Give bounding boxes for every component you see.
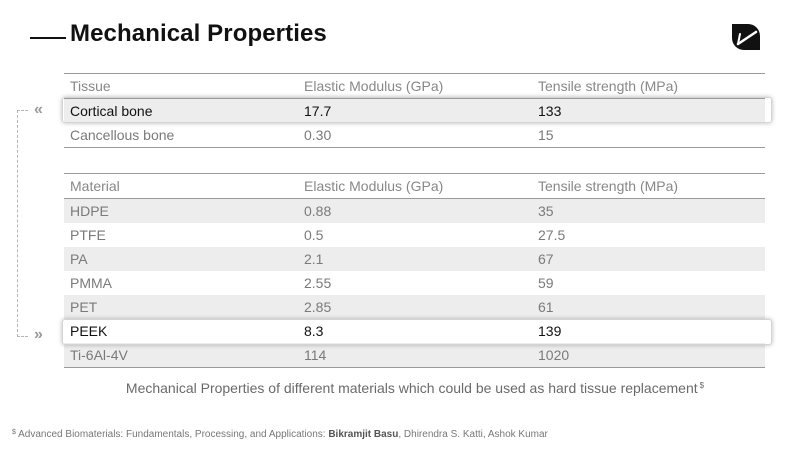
caption-footnote-mark: $: [699, 381, 705, 390]
table-caption: Mechanical Properties of different mater…: [0, 380, 800, 396]
table-cell: 67: [538, 251, 554, 267]
table-cell: 0.88: [304, 203, 332, 219]
table-cell: Cortical bone: [70, 103, 153, 119]
table-cell: 27.5: [538, 227, 566, 243]
chevron-left-icon: «: [34, 101, 43, 118]
table-cell: Ti-6Al-4V: [70, 347, 128, 363]
table-row: Cancellous bone 0.30 15: [64, 123, 765, 148]
table-cell: 114: [304, 347, 327, 363]
footnote-source: Advanced Biomaterials: Fundamentals, Pro…: [18, 429, 326, 440]
table-row: Ti-6Al-4V 114 1020: [64, 343, 765, 368]
table-cell: PA: [70, 251, 88, 267]
table-row-cortical-bone: Cortical bone 17.7 133: [64, 98, 765, 123]
table-row: HDPE 0.88 35: [64, 198, 765, 223]
column-header: Tensile strength (MPa): [538, 178, 679, 194]
table-cell: HDPE: [70, 203, 109, 219]
table-row: PMMA 2.55 59: [64, 271, 765, 295]
table-cell: 35: [538, 203, 554, 219]
table-cell: 1020: [538, 347, 570, 363]
table-cell: 139: [538, 323, 562, 339]
column-header: Tensile strength (MPa): [538, 78, 679, 94]
column-header: Material: [70, 178, 120, 194]
dashed-connector: [17, 110, 28, 337]
footnote-author-bold: Bikramjit Basu: [328, 429, 399, 440]
table-row-peek: PEEK 8.3 139: [64, 319, 765, 343]
table-cell: 2.1: [304, 251, 324, 267]
table-cell: 2.85: [304, 299, 332, 315]
table-cell: PTFE: [70, 227, 106, 243]
table-cell: 0.5: [304, 227, 324, 243]
chevron-right-icon: »: [34, 326, 43, 343]
table-cell: 2.55: [304, 275, 332, 291]
table-cell: 0.30: [304, 127, 332, 143]
table-cell: 8.3: [304, 323, 324, 339]
footnote-mark: $: [12, 429, 16, 436]
table-header-row: Material Elastic Modulus (GPa) Tensile s…: [64, 173, 765, 199]
source-footnote: $ Advanced Biomaterials: Fundamentals, P…: [12, 429, 548, 440]
table-cell: 61: [538, 299, 554, 315]
table-cell: PEEK: [70, 323, 108, 339]
column-header: Elastic Modulus (GPa): [304, 178, 444, 194]
table-row: PTFE 0.5 27.5: [64, 223, 765, 247]
table-header-row: Tissue Elastic Modulus (GPa) Tensile str…: [64, 73, 765, 99]
title-rule: [30, 37, 66, 39]
tissue-table: Tissue Elastic Modulus (GPa) Tensile str…: [64, 73, 765, 148]
table-cell: PET: [70, 299, 98, 315]
column-header: Tissue: [70, 78, 111, 94]
table-cell: Cancellous bone: [70, 127, 175, 143]
material-table: Material Elastic Modulus (GPa) Tensile s…: [64, 173, 765, 368]
table-cell: 133: [538, 103, 562, 119]
table-cell: 17.7: [304, 103, 332, 119]
page-title: Mechanical Properties: [70, 20, 327, 47]
caption-text: Mechanical Properties of different mater…: [125, 380, 698, 396]
table-cell: 59: [538, 275, 554, 291]
footnote-authors: , Dhirendra S. Katti, Ashok Kumar: [398, 429, 548, 440]
table-row: PET 2.85 61: [64, 295, 765, 319]
table-row: PA 2.1 67: [64, 247, 765, 271]
table-cell: 15: [538, 127, 554, 143]
table-cell: PMMA: [70, 275, 112, 291]
column-header: Elastic Modulus (GPa): [304, 78, 444, 94]
leaf-logo-icon: [732, 24, 760, 50]
